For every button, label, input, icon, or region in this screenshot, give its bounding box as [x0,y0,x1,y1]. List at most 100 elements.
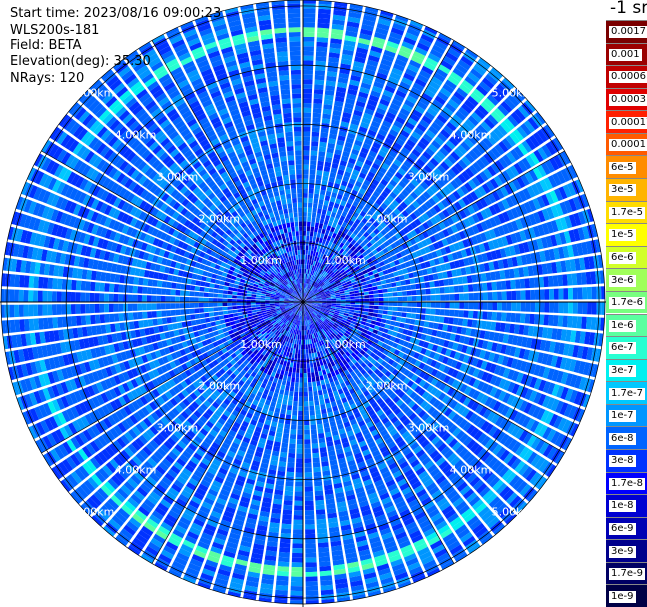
range-gate-cell [420,203,429,212]
range-gate-cell [433,258,440,266]
range-gate-cell [320,264,324,269]
range-gate-cell [495,322,501,332]
range-gate-cell [378,309,384,314]
range-gate-cell [396,204,405,213]
range-gate-cell [394,321,401,327]
range-gate-cell [312,207,317,213]
range-gate-cell [419,137,430,147]
range-gate-cell [426,161,436,171]
range-gate-cell [348,84,359,91]
range-gate-cell [426,228,434,237]
range-gate-cell [562,245,570,258]
range-gate-cell [427,53,441,63]
range-gate-cell [340,302,346,304]
range-gate-cell [420,181,429,190]
range-gate-cell [457,276,463,285]
range-gate-cell [453,91,466,102]
range-gate-cell [501,302,507,311]
range-gate-cell [280,451,288,458]
range-gate-cell [550,234,558,247]
range-gate-cell [374,263,381,269]
range-gate-cell [409,278,416,284]
range-gate-cell [310,270,313,275]
range-gate-cell [430,216,438,225]
range-gate-cell [315,272,320,278]
range-gate-cell [329,47,341,54]
range-gate-cell [307,216,312,222]
range-gate-cell [455,268,462,277]
range-gate-cell [366,267,372,273]
range-gate-cell [447,168,457,179]
range-gate-cell [546,262,553,274]
range-gate-cell [315,278,320,283]
range-gate-cell [447,47,461,59]
range-gate-cell [383,198,391,207]
range-gate-cell [314,283,319,288]
range-gate-cell [562,315,568,328]
range-gate-cell [486,282,493,291]
range-gate-cell [295,481,303,487]
range-gate-cell [494,144,505,156]
range-gate-cell [321,228,326,235]
range-gate-cell [308,250,311,256]
range-gate-cell [394,58,407,68]
range-gate-cell [320,403,326,410]
range-gate-cell [350,233,356,239]
range-gate-cell [467,134,478,146]
range-gate-cell [338,236,344,242]
range-gate-cell [488,205,497,216]
range-gate-cell [303,292,305,298]
range-gate-cell [349,226,356,233]
range-gate-cell [304,420,310,426]
range-gate-cell [525,253,532,265]
range-gate-cell [310,367,315,373]
range-gate-cell [309,164,317,170]
range-gate-cell [317,299,322,301]
range-gate-cell [281,380,287,386]
range-gate-cell [303,330,305,336]
range-gate-cell [421,239,428,247]
range-gate-cell [353,185,360,192]
range-gate-cell [426,328,433,336]
range-gate-cell [313,289,318,293]
range-gate-cell [440,129,451,139]
range-gate-cell [321,284,326,288]
range-gate-cell [525,154,536,168]
range-gate-cell [434,223,442,232]
range-gate-cell [280,447,288,453]
range-gate-cell [315,504,325,510]
range-gate-cell [314,256,318,262]
range-gate-cell [408,135,419,144]
range-gate-cell [296,448,303,454]
range-gate-cell [415,263,422,271]
range-gate-cell [502,77,515,89]
range-gate-cell [345,306,351,309]
range-gate-cell [358,37,371,46]
range-gate-cell [305,245,309,251]
range-gate-cell [418,38,432,48]
range-gate-cell [399,275,405,281]
range-gate-cell [318,370,323,376]
range-gate-cell [316,361,321,367]
range-gate-cell [397,167,407,176]
range-gate-cell [370,194,378,202]
range-gate-cell [476,223,484,233]
range-gate-cell [395,155,405,164]
range-gate-cell [278,461,287,467]
range-gate-cell [287,400,293,406]
range-gate-cell [353,164,362,172]
range-gate-cell [357,176,365,184]
range-gate-cell [294,353,298,359]
range-gate-cell [482,292,488,301]
range-gate-cell [314,400,320,406]
range-gate-cell [519,278,526,289]
range-gate-cell [286,471,295,477]
range-gate-cell [536,129,548,143]
range-gate-cell [517,143,529,156]
range-gate-cell [321,465,330,472]
range-gate-cell [523,120,536,133]
range-gate-cell [329,216,335,223]
range-gate-cell [291,419,297,425]
range-gate-cell [467,319,473,328]
range-gate-cell [434,40,448,51]
